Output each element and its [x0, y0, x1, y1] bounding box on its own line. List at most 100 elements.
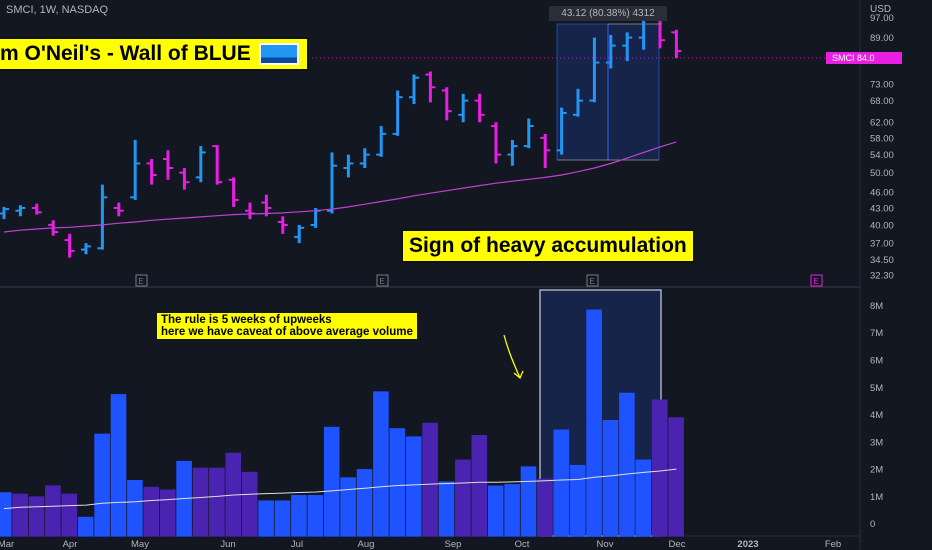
price-moving-average-line	[3, 141, 677, 233]
volume-bar	[159, 489, 176, 537]
moving-averages	[3, 141, 677, 510]
earnings-marker-label: E	[379, 277, 384, 286]
symbol-info: SMCI, 1W, NASDAQ	[6, 4, 109, 16]
price-tick-label: 73.00	[870, 79, 894, 90]
axes: 97.0089.0081.0073.0068.0062.0058.0054.00…	[0, 13, 894, 550]
volume-bar	[619, 392, 635, 537]
volume-bar	[192, 467, 209, 537]
volume-bar	[553, 429, 570, 537]
volume-bar	[405, 436, 422, 537]
volume-bar	[569, 465, 586, 537]
volume-bar	[77, 516, 94, 537]
price-tick-label: 50.00	[870, 168, 894, 179]
volume-bar	[668, 417, 684, 537]
volume-tick-label: 3M	[870, 437, 883, 448]
price-tick-label: 54.00	[870, 150, 894, 161]
currency-label: USD	[870, 4, 892, 15]
volume-bar	[307, 495, 324, 537]
earnings-marker-label: E	[138, 277, 143, 286]
time-tick-label: Dec	[669, 539, 686, 550]
price-tick-label: 34.50	[870, 255, 894, 266]
volume-bar	[28, 496, 45, 537]
title-banner: m O'Neil's - Wall of BLUE	[0, 37, 309, 71]
volume-tick-label: 8M	[870, 301, 883, 312]
price-bars	[0, 15, 682, 258]
time-tick-label: Jun	[220, 539, 235, 550]
earnings-marker-label: E	[589, 277, 594, 286]
price-tick-label: 68.00	[870, 96, 894, 107]
measure-label: 43.12 (80.38%) 4312	[549, 6, 667, 21]
price-tick-label: 97.00	[870, 13, 894, 24]
volume-bar	[12, 493, 28, 537]
volume-bar	[209, 467, 225, 537]
time-tick-label: Oct	[515, 539, 530, 550]
volume-bar	[143, 486, 160, 537]
price-tick-label: 40.00	[870, 220, 894, 231]
volume-tick-label: 7M	[870, 328, 883, 339]
price-tick-label: 37.00	[870, 239, 894, 250]
volume-moving-average-line	[3, 468, 677, 510]
volume-bar	[602, 420, 619, 537]
volume-bar	[291, 495, 307, 537]
volume-bar	[241, 471, 258, 537]
volume-bar	[61, 493, 78, 537]
volume-bar	[340, 477, 356, 537]
price-tick-label: 46.00	[870, 188, 894, 199]
arrow-annotation	[503, 334, 524, 380]
time-tick-label: Mar	[0, 539, 14, 550]
time-tick-label: 2023	[737, 539, 758, 550]
rule-note-line1: The rule is 5 weeks of upweeks	[161, 314, 332, 326]
volume-bar	[471, 435, 488, 537]
volume-bar	[373, 391, 389, 537]
time-tick-label: May	[131, 539, 149, 550]
earnings-marker-label: E	[813, 277, 818, 286]
volume-tick-label: 5M	[870, 383, 883, 394]
price-tick-label: 58.00	[870, 133, 894, 144]
volume-bar	[537, 478, 553, 537]
volume-bar	[356, 469, 373, 537]
volume-tick-label: 6M	[870, 356, 883, 367]
earnings-marker	[586, 274, 599, 287]
earnings-marker	[135, 274, 148, 287]
blue-square-icon	[258, 43, 299, 65]
title-text: m O'Neil's - Wall of BLUE	[0, 42, 251, 65]
price-tick-label: 32.30	[870, 271, 894, 282]
time-tick-label: Aug	[358, 539, 375, 550]
volume-bar	[651, 399, 668, 537]
volume-bar	[520, 466, 537, 537]
last-price-tag: SMCI 84.0	[826, 52, 902, 64]
price-tick-label: 62.00	[870, 118, 894, 129]
rule-note: The rule is 5 weeks of upweeks here we h…	[157, 313, 417, 339]
price-tick-label: 89.00	[870, 33, 894, 44]
volume-bar	[455, 459, 471, 537]
volume-bar	[389, 428, 406, 537]
volume-tick-label: 0	[870, 519, 875, 530]
volume-bar	[635, 459, 652, 537]
volume-bar	[422, 422, 438, 537]
time-tick-label: Feb	[825, 539, 841, 550]
volume-bar	[258, 500, 274, 537]
earnings-marker	[376, 274, 389, 287]
volume-bar	[110, 394, 127, 537]
volume-bar	[323, 426, 340, 537]
volume-bar	[45, 485, 61, 537]
time-tick-label: Sep	[445, 539, 462, 550]
volume-tick-label: 1M	[870, 492, 883, 503]
volume-bar	[0, 492, 12, 537]
volume-tick-label: 4M	[870, 410, 883, 421]
price-tick-label: 43.00	[870, 203, 894, 214]
time-tick-label: Jul	[291, 539, 303, 550]
volume-bar	[94, 433, 110, 537]
volume-bar	[487, 485, 504, 537]
volume-bar	[127, 480, 143, 537]
volume-bar	[504, 484, 520, 537]
volume-tick-label: 2M	[870, 465, 883, 476]
accumulation-banner: Sign of heavy accumulation	[401, 229, 695, 263]
volume-bar	[274, 500, 291, 537]
time-tick-label: Apr	[63, 539, 78, 550]
volume-bar	[438, 481, 455, 537]
time-tick-label: Nov	[597, 539, 614, 550]
earnings-marker	[810, 274, 823, 287]
rule-note-line2: here we have caveat of above average vol…	[161, 326, 413, 338]
